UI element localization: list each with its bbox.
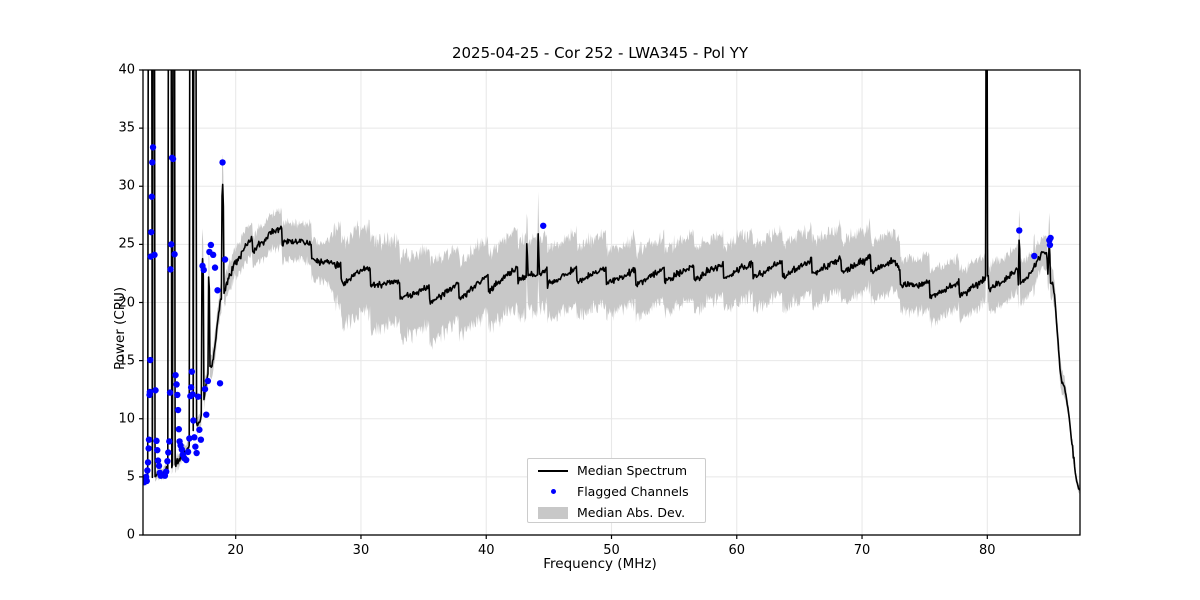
x-tick-label: 40 <box>477 543 495 558</box>
flagged-channel-markers <box>143 144 1054 486</box>
y-tick-label: 40 <box>118 62 135 78</box>
y-tick-label: 5 <box>126 469 135 485</box>
x-tick-label: 30 <box>352 543 370 558</box>
grid-lines <box>143 69 1080 536</box>
median-spectrum-line <box>143 70 1080 492</box>
x-axis-label: Frequency (MHz) <box>543 556 657 572</box>
axis-ticks <box>139 69 988 539</box>
y-tick-label: 25 <box>118 236 135 252</box>
legend-line-swatch <box>535 460 571 481</box>
x-tick-label: 20 <box>227 543 244 558</box>
legend-item-median-abs-dev: Median Abs. Dev. <box>528 502 707 523</box>
y-tick-label: 30 <box>118 178 135 194</box>
y-tick-label: 15 <box>118 353 135 369</box>
page-title: 2025-04-25 - Cor 252 - LWA345 - Pol YY <box>451 44 749 62</box>
legend-dot-swatch <box>535 481 571 502</box>
x-tick-label: 60 <box>728 543 746 558</box>
legend: Median Spectrum Flagged Channels Median … <box>527 458 706 523</box>
legend-label: Median Spectrum <box>577 463 688 478</box>
x-tick-label: 50 <box>603 543 620 558</box>
x-tick-label: 70 <box>853 543 871 558</box>
y-tick-label: 35 <box>118 120 135 136</box>
y-tick-label: 0 <box>126 527 135 543</box>
x-tick-label: 80 <box>979 543 996 558</box>
legend-label: Median Abs. Dev. <box>577 505 686 520</box>
y-tick-label: 20 <box>118 295 135 310</box>
legend-item-median-spectrum: Median Spectrum <box>528 460 707 481</box>
y-tick-label: 10 <box>118 411 135 427</box>
legend-item-flagged-channels: Flagged Channels <box>528 481 707 502</box>
legend-label: Flagged Channels <box>577 484 689 499</box>
legend-patch-swatch <box>535 502 571 523</box>
